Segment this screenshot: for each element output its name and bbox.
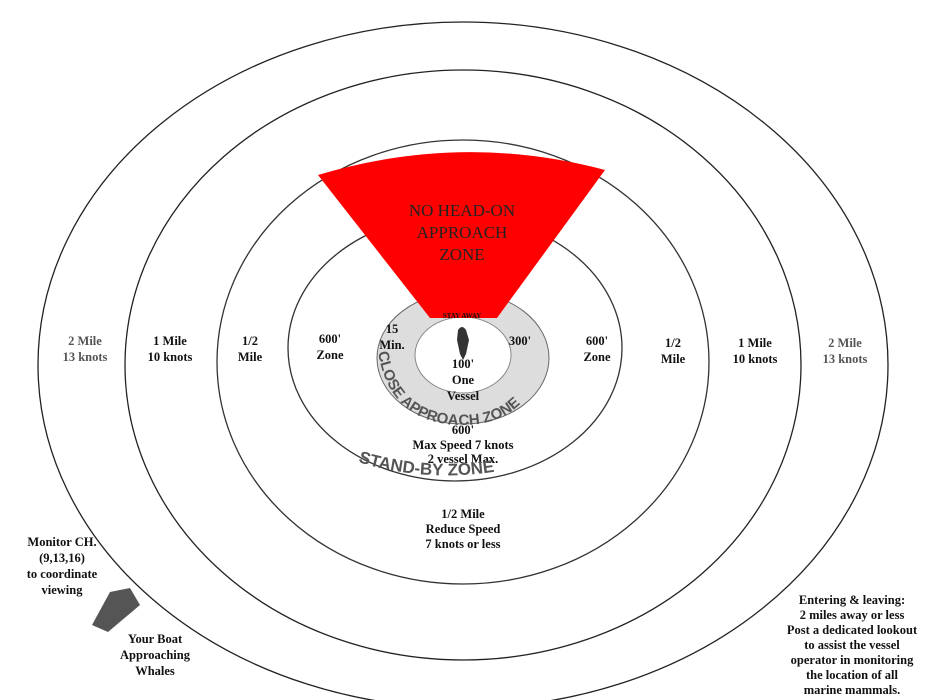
note: 2 miles away or less (800, 608, 905, 622)
zone-label: 1/2 (665, 336, 681, 350)
zone-label: 10 knots (733, 352, 778, 366)
wedge-label: NO HEAD-ON (409, 201, 515, 220)
note: (9,13,16) (39, 551, 85, 565)
zone-label: 15 (386, 322, 399, 336)
zone-label: Mile (238, 350, 263, 364)
zone-label: Mile (661, 352, 686, 366)
note: Entering & leaving: (799, 593, 905, 607)
one-mile-ring (124, 69, 802, 661)
wedge-label: APPROACH (417, 223, 508, 242)
note: marine mammals. (804, 683, 901, 697)
zone-label: 7 knots or less (425, 537, 500, 551)
no-head-on-wedge (318, 152, 605, 318)
zone-label: 2 Mile (68, 334, 102, 348)
zone-label: 1 Mile (153, 334, 187, 348)
note: Your Boat (128, 632, 183, 646)
zone-label: Vessel (447, 389, 480, 403)
zone-label: 2 vessel Max. (428, 452, 498, 466)
zone-label: Min. (379, 338, 404, 352)
whale-icon (457, 327, 469, 360)
half-mile-ring (216, 139, 710, 585)
note: the location of all (806, 668, 899, 682)
zone-label: 2 Mile (828, 336, 862, 350)
boat-icon (92, 588, 140, 632)
note: to coordinate (27, 567, 98, 581)
zone-label: 600' (452, 423, 474, 437)
note: Approaching (120, 648, 191, 662)
zone-label: 13 knots (63, 350, 108, 364)
zone-label: 1 Mile (738, 336, 772, 350)
zone-label: 10 knots (148, 350, 193, 364)
zone-label: 13 knots (823, 352, 868, 366)
zone-label: Max Speed 7 knots (412, 438, 513, 452)
entering-note: Entering & leaving:2 miles away or lessP… (787, 593, 918, 697)
zone-label: 1/2 Mile (441, 507, 485, 521)
note: operator in monitoring (791, 653, 914, 667)
zone-label: 1/2 (242, 334, 258, 348)
zone-label: 600' (586, 334, 608, 348)
zone-label: One (452, 373, 475, 387)
wedge-label: ZONE (439, 245, 484, 264)
note: Monitor CH. (27, 535, 96, 549)
zone-label: Reduce Speed (426, 522, 501, 536)
zone-label: Zone (583, 350, 611, 364)
note: viewing (42, 583, 84, 597)
two-mile-ring (37, 21, 889, 700)
zone-label: 600' (319, 332, 341, 346)
zone-label: 100' (452, 357, 474, 371)
note: Whales (135, 664, 175, 678)
zone-label: 300' (509, 334, 531, 348)
zone-label: STAY AWAY (443, 312, 482, 320)
note: to assist the vessel (804, 638, 900, 652)
zone-label: Zone (316, 348, 344, 362)
note: Post a dedicated lookout (787, 623, 918, 637)
